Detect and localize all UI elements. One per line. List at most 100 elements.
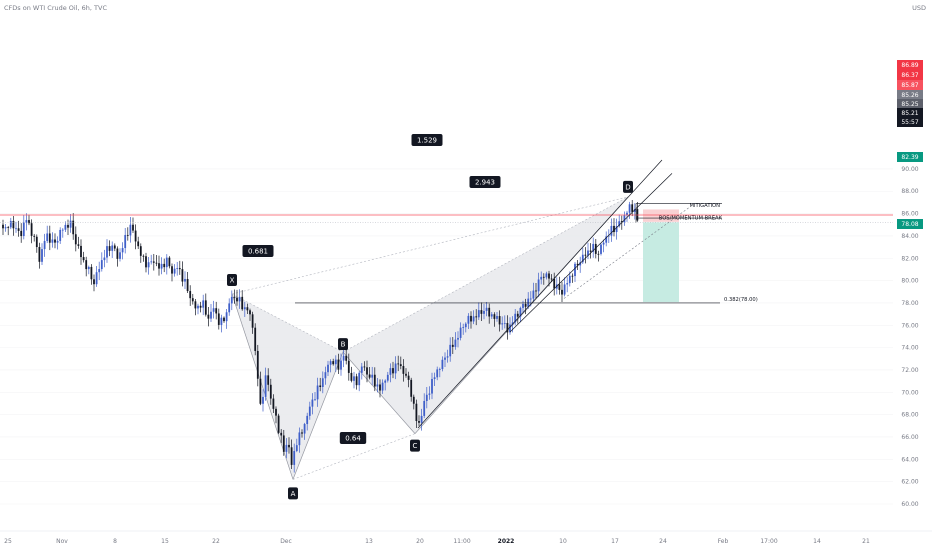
y-tick-label: 84.00 xyxy=(901,233,918,240)
point-box xyxy=(227,274,237,287)
x-tick-label: 13 xyxy=(365,538,373,545)
candle-body xyxy=(95,272,98,285)
candle-body xyxy=(93,279,95,285)
candle-body xyxy=(202,300,205,308)
candle-body xyxy=(12,220,15,229)
candle-body xyxy=(293,451,296,465)
candle-body xyxy=(542,276,545,278)
candle-body xyxy=(241,296,244,310)
price-tag-label: 82.39 xyxy=(901,154,918,161)
candle-body xyxy=(397,363,400,365)
candle-body xyxy=(615,226,618,233)
candle-body xyxy=(431,378,433,394)
ratio-box xyxy=(411,134,443,146)
candle-body xyxy=(449,344,452,357)
candle-body xyxy=(321,378,324,388)
candle-body xyxy=(472,316,475,322)
candle-body xyxy=(168,257,171,267)
candle-body xyxy=(184,278,186,282)
candle-body xyxy=(480,310,483,314)
candle-body xyxy=(550,278,553,280)
candle-body xyxy=(329,361,332,365)
candle-body xyxy=(548,273,550,279)
ratio-label: 0.64 xyxy=(345,435,361,443)
candle-body xyxy=(363,366,366,368)
candle-body xyxy=(277,415,280,433)
candle-body xyxy=(438,369,441,370)
channel-lower xyxy=(563,206,691,299)
candle-body xyxy=(485,307,488,311)
candle-body xyxy=(100,260,103,270)
x-tick-label: 21 xyxy=(862,538,870,545)
candle-body xyxy=(48,233,51,243)
candle-body xyxy=(386,374,389,381)
candle-body xyxy=(249,310,251,315)
y-tick-label: 70.00 xyxy=(901,389,918,396)
x-tick-label: 20 xyxy=(416,538,424,545)
candle-body xyxy=(275,408,277,416)
candle-body xyxy=(9,220,12,228)
candle-body xyxy=(22,222,25,237)
candle-body xyxy=(602,242,605,245)
candle-body xyxy=(7,227,10,228)
candle-body xyxy=(368,374,371,378)
candle-body xyxy=(462,327,465,328)
candle-body xyxy=(176,268,179,269)
candle-body xyxy=(477,310,480,318)
candle-body xyxy=(436,369,439,378)
channel-upper xyxy=(417,159,663,429)
candle-body xyxy=(280,432,283,436)
candle-body xyxy=(522,303,524,308)
price-tag-label: 85.26 xyxy=(901,92,918,99)
y-tick-label: 76.00 xyxy=(901,322,918,329)
candle-body xyxy=(360,366,363,373)
candle-body xyxy=(451,344,454,347)
candle-body xyxy=(80,245,82,258)
candle-body xyxy=(111,245,114,251)
point-box xyxy=(338,338,348,351)
candle-body xyxy=(524,303,527,307)
candle-body xyxy=(126,234,129,236)
candle-body xyxy=(376,384,379,387)
candle-body xyxy=(158,263,160,269)
candle-body xyxy=(592,243,595,252)
x-tick-label: 11:00 xyxy=(453,538,470,545)
candle-body xyxy=(589,250,592,252)
price-axis[interactable]: 60.00 62.00 64.00 66.00 68.00 70.00 72.00 74.00… xyxy=(901,166,918,508)
candle-body xyxy=(568,275,571,284)
candle-body xyxy=(496,316,498,319)
candle-body xyxy=(61,229,64,231)
candle-body xyxy=(311,399,314,407)
candle-body xyxy=(584,254,587,256)
candle-body xyxy=(113,245,116,249)
candle-body xyxy=(181,269,184,282)
y-tick-label: 60.00 xyxy=(901,501,918,508)
ratio-label: 0.681 xyxy=(248,248,268,256)
price-tag-box xyxy=(897,108,923,118)
price-tag-box xyxy=(897,60,923,70)
candle-body xyxy=(228,303,231,313)
candle-body xyxy=(301,432,303,434)
candle-body xyxy=(332,361,335,365)
candle-body xyxy=(215,308,218,314)
candle-body xyxy=(160,263,163,269)
x-tick-label: 17:00 xyxy=(760,538,777,545)
candle-body xyxy=(345,355,348,361)
time-axis[interactable]: 25 Nov 8 15 22 Dec 13 20 11:00 2022 10 17 24 Feb 17:00… xyxy=(4,538,870,545)
bcd-triangle xyxy=(343,196,628,434)
candle-body xyxy=(529,298,532,300)
x-tick-label: Dec xyxy=(280,538,292,545)
candle-body xyxy=(571,275,574,277)
candle-body xyxy=(467,315,470,324)
y-tick-label: 90.00 xyxy=(901,166,918,173)
point-box xyxy=(623,180,633,193)
candle-body xyxy=(124,234,127,249)
candle-body xyxy=(155,262,158,264)
candle-body xyxy=(581,254,584,263)
annotation-label: BOS/MOMENTUM BREAK xyxy=(659,215,723,221)
ratio-box xyxy=(339,432,367,444)
candle-body xyxy=(628,204,631,213)
x-tick-label: 8 xyxy=(113,538,117,545)
